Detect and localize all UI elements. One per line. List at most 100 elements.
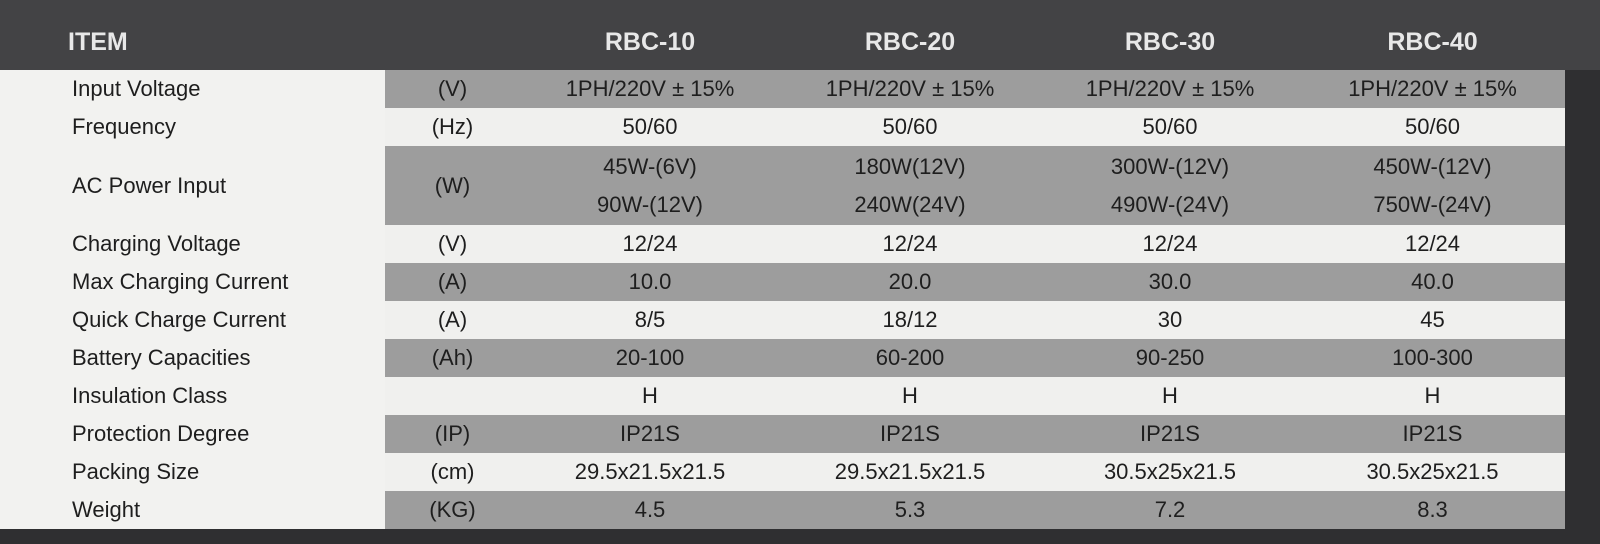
value-text: 12/24: [1404, 231, 1461, 256]
value-text: 8/5: [634, 307, 666, 332]
item-label: Packing Size: [72, 459, 200, 484]
value-cell: 20.0: [780, 263, 1040, 301]
value-cell: 8.3: [1300, 491, 1565, 529]
value-cell: 1PH/220V ± 15%: [780, 70, 1040, 108]
value-cell: 45W-(6V) 90W-(12V): [520, 146, 780, 225]
value-text: IP21S: [1402, 421, 1463, 446]
unit-label: (A): [437, 269, 468, 294]
value-text: 5.3: [894, 497, 926, 522]
value-cell: 1PH/220V ± 15%: [520, 70, 780, 108]
value-text: 1PH/220V ± 15%: [565, 76, 735, 101]
unit-label: (W): [434, 172, 471, 198]
value-text: 20.0: [888, 269, 932, 294]
value-text: 50/60: [1142, 114, 1198, 139]
value-cell: 450W-(12V) 750W-(24V): [1300, 146, 1565, 225]
value-line: 450W-(12V): [1373, 153, 1492, 179]
value-cell: 180W(12V) 240W(24V): [780, 146, 1040, 225]
value-cell: IP21S: [1300, 415, 1565, 453]
item-cell: Input Voltage: [0, 70, 385, 108]
value-cell: 60-200: [780, 339, 1040, 377]
value-cell: H: [1040, 377, 1300, 415]
value-cell: 90-250: [1040, 339, 1300, 377]
value-cell: 12/24: [780, 225, 1040, 263]
value-text: 100-300: [1392, 345, 1473, 370]
item-cell: Insulation Class: [0, 377, 385, 415]
value-cell: 29.5x21.5x21.5: [780, 453, 1040, 491]
unit-cell: (V): [385, 70, 520, 108]
value-text: H: [1424, 383, 1441, 408]
value-text: 45: [1420, 307, 1445, 332]
value-cell: 300W-(12V) 490W-(24V): [1040, 146, 1300, 225]
value-text: 60-200: [875, 345, 945, 370]
unit-cell: (W): [385, 146, 520, 225]
value-text: H: [642, 383, 658, 408]
header-cell: RBC-10: [520, 14, 780, 70]
value-text: 40.0: [1411, 269, 1454, 294]
value-text: 1PH/220V ± 15%: [1348, 76, 1517, 101]
item-cell: Max Charging Current: [0, 263, 385, 301]
value-text: 29.5x21.5x21.5: [834, 459, 986, 484]
item-cell: Protection Degree: [0, 415, 385, 453]
value-text: 50/60: [1404, 114, 1461, 139]
value-cell: IP21S: [520, 415, 780, 453]
value-line: 750W-(24V): [1373, 191, 1492, 217]
unit-label: (V): [437, 231, 468, 256]
value-text: 30.0: [1148, 269, 1192, 294]
value-cell: 18/12: [780, 301, 1040, 339]
value-cell: IP21S: [780, 415, 1040, 453]
value-cell: 50/60: [520, 108, 780, 146]
header-band: [0, 0, 1600, 70]
unit-cell: (Ah): [385, 339, 520, 377]
value-cell: H: [520, 377, 780, 415]
item-cell: Packing Size: [0, 453, 385, 491]
value-text: 12/24: [622, 231, 678, 256]
value-cell: 30: [1040, 301, 1300, 339]
unit-label: (KG): [429, 497, 476, 522]
value-cell: 45: [1300, 301, 1565, 339]
value-cell: 10.0: [520, 263, 780, 301]
value-text: H: [1162, 383, 1178, 408]
value-cell: H: [1300, 377, 1565, 415]
value-text: 50/60: [882, 114, 938, 139]
item-label: Charging Voltage: [72, 231, 241, 256]
item-label: Weight: [72, 497, 141, 522]
value-cell: 50/60: [1040, 108, 1300, 146]
value-line: 490W-(24V): [1110, 191, 1230, 217]
unit-label: (V): [437, 76, 468, 101]
header-text: RBC-10: [604, 28, 696, 56]
item-label: Protection Degree: [72, 421, 250, 446]
value-cell: 12/24: [1300, 225, 1565, 263]
value-cell: 4.5: [520, 491, 780, 529]
value-text: 8.3: [1417, 497, 1448, 522]
value-line: 45W-(6V): [603, 153, 697, 179]
value-cell: H: [780, 377, 1040, 415]
value-text: 18/12: [882, 307, 938, 332]
value-text: 7.2: [1154, 497, 1186, 522]
value-text: 50/60: [622, 114, 678, 139]
item-label: AC Power Input: [72, 172, 227, 198]
value-text: 30.5x25x21.5: [1366, 459, 1499, 484]
unit-cell: (cm): [385, 453, 520, 491]
item-label: Frequency: [72, 114, 176, 139]
value-cell: 1PH/220V ± 15%: [1040, 70, 1300, 108]
value-text: IP21S: [880, 421, 940, 446]
value-cell: 30.5x25x21.5: [1300, 453, 1565, 491]
unit-label: (IP): [434, 421, 471, 446]
value-line: 180W(12V): [854, 153, 966, 179]
unit-label: (Hz): [431, 114, 474, 139]
value-cell: IP21S: [1040, 415, 1300, 453]
item-label: Quick Charge Current: [72, 307, 286, 332]
header-text: RBC-30: [1124, 28, 1216, 56]
value-text: 12/24: [1142, 231, 1198, 256]
unit-cell: (A): [385, 263, 520, 301]
header-cell: ITEM: [0, 14, 385, 70]
unit-cell: [385, 377, 520, 415]
item-label: Max Charging Current: [72, 269, 289, 294]
item-label: Input Voltage: [72, 76, 201, 101]
value-text: 1PH/220V ± 15%: [1085, 76, 1255, 101]
value-line: 300W-(12V): [1110, 153, 1230, 179]
value-line: 240W(24V): [854, 191, 966, 217]
value-text: 12/24: [882, 231, 938, 256]
value-cell: 1PH/220V ± 15%: [1300, 70, 1565, 108]
